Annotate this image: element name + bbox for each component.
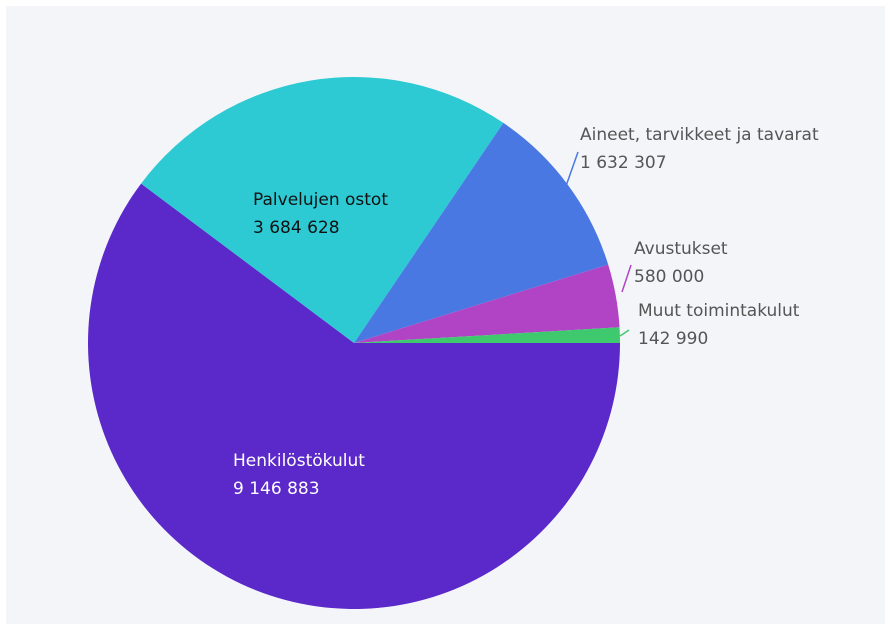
slice-label-aineet-tarvikkeet-ja-tavarat: Aineet, tarvikkeet ja tavarat [580,125,819,145]
pie-slice-muut-toimintakulut[interactable] [354,327,620,343]
leader-lines [565,151,632,337]
slice-label-henkilostokulut: Henkilöstökulut [233,451,365,471]
slice-label-avustukset: Avustukset [634,239,728,259]
pie-slice-henkilostokulut[interactable] [87,183,620,609]
slice-label-muut-toimintakulut: Muut toimintakulut [638,301,800,321]
slice-value-aineet-tarvikkeet-ja-tavarat: 1 632 307 [580,153,667,173]
slice-value-muut-toimintakulut: 142 990 [638,329,708,349]
pie-slice-aineet-tarvikkeet-ja-tavarat[interactable] [354,122,609,343]
pie-slice-palvelujen-ostot[interactable] [141,76,504,344]
pie-slice-avustukset[interactable] [354,264,620,343]
slice-value-palvelujen-ostot: 3 684 628 [253,218,340,238]
slice-labels: Henkilöstökulut 9 146 883 Palvelujen ostot… [233,125,819,499]
slice-label-palvelujen-ostot: Palvelujen ostot [253,190,388,210]
leader-line-avustukset [621,264,632,293]
leader-line-muut-toimintakulut [619,329,630,337]
slice-value-henkilostokulut: 9 146 883 [233,479,320,499]
slice-value-avustukset: 580 000 [634,267,704,287]
pie-slices [87,76,620,609]
leader-line-aineet-tarvikkeet-ja-tavarat [565,151,579,187]
